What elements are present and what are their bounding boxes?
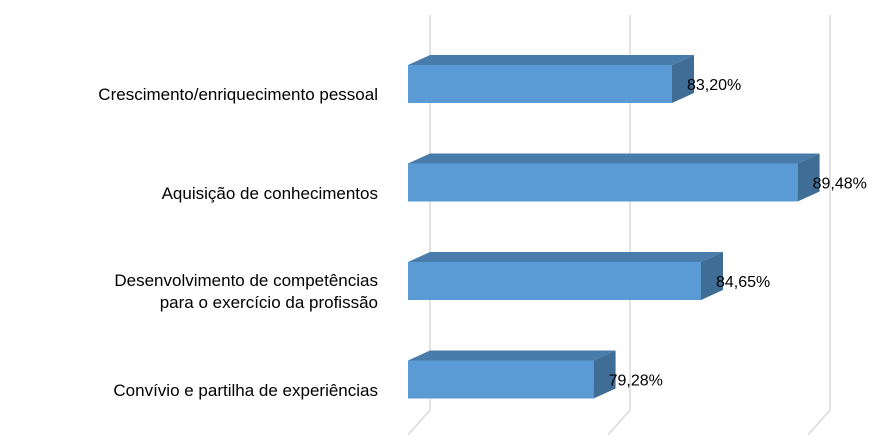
value-label: 79,28%: [609, 373, 663, 390]
bar: [408, 350, 616, 399]
bar-side: [797, 153, 820, 202]
bar-side: [701, 252, 723, 300]
value-label: 83,20%: [687, 77, 741, 94]
category-label: Desenvolvimento de competências para o e…: [114, 271, 378, 312]
value-label: 84,65%: [716, 274, 770, 291]
bar-top: [408, 153, 820, 164]
value-label: 89,48%: [813, 176, 867, 193]
bar-front: [408, 262, 701, 300]
bar-front: [408, 163, 798, 202]
grid-line: [407, 15, 431, 435]
grid-line: [607, 15, 631, 435]
bar: [408, 55, 694, 103]
bar-side: [593, 350, 616, 399]
category-label: Convívio e partilha de experiências: [113, 380, 378, 400]
bar: [408, 252, 723, 300]
bar-top: [408, 350, 616, 361]
category-label: Aquisição de conhecimentos: [161, 183, 378, 203]
bar-side: [672, 55, 694, 103]
grid-line: [807, 15, 831, 435]
category-label: Crescimento/enriquecimento pessoal: [98, 85, 378, 104]
bar-front: [408, 360, 594, 399]
bar-top: [408, 252, 723, 262]
bar: [408, 153, 820, 202]
bar-front: [408, 65, 672, 103]
bar-top: [408, 55, 694, 65]
